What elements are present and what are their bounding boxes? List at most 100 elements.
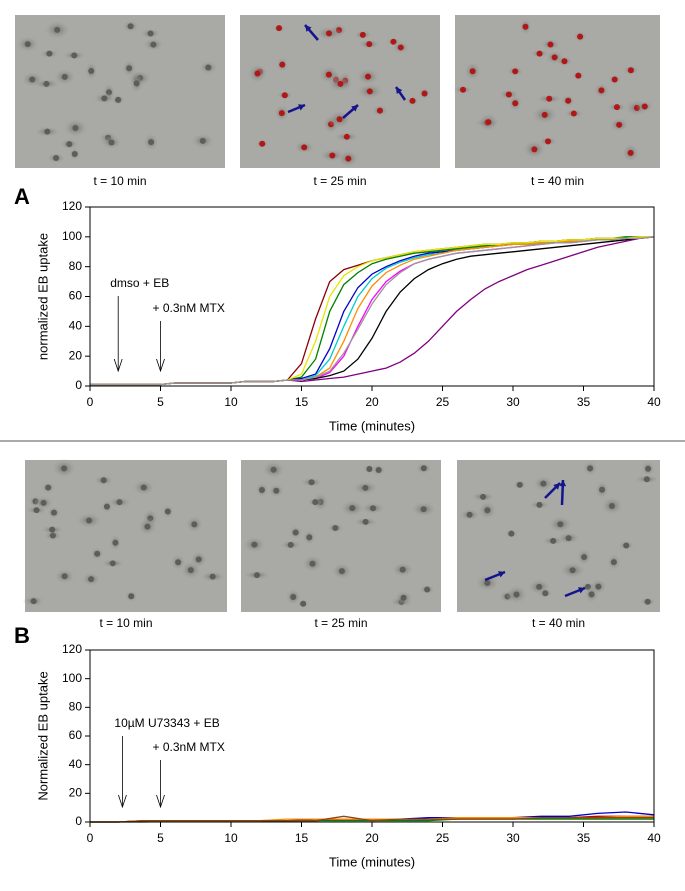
cell-nucleus [46, 50, 53, 57]
cell-nucleus [570, 110, 577, 117]
cell-nucleus [505, 91, 512, 98]
annotation: 10µM U73343 + EB [114, 716, 219, 730]
cell-nucleus [397, 44, 404, 51]
cell-nucleus [469, 68, 476, 75]
cell-nucleus [86, 517, 93, 524]
cell-nucleus [613, 104, 620, 111]
cell-nucleus [616, 121, 623, 128]
cell-nucleus [550, 537, 557, 544]
cell-nucleus [45, 484, 52, 491]
cell-nucleus [366, 88, 373, 95]
cell-nucleus [480, 493, 487, 500]
cell-nucleus [309, 560, 316, 567]
cell-nucleus [542, 590, 549, 597]
x-tick-label: 20 [365, 395, 379, 409]
y-tick-label: 100 [62, 229, 82, 243]
image-caption: t = 40 min [532, 616, 585, 630]
cell-nucleus [175, 559, 182, 566]
data-line [90, 815, 654, 823]
cell-nucleus [281, 92, 288, 99]
image-caption: t = 10 min [99, 616, 152, 630]
y-tick-label: 40 [69, 757, 83, 771]
cell-nucleus [88, 67, 95, 74]
cell-nucleus [279, 61, 286, 68]
cell-nucleus [565, 535, 572, 542]
cell-nucleus [209, 573, 216, 580]
y-tick-label: 20 [69, 348, 83, 362]
cell-nucleus [366, 466, 373, 473]
cell-nucleus [536, 50, 543, 57]
cell-nucleus [627, 149, 634, 156]
cell-nucleus [43, 80, 50, 87]
cell-nucleus [610, 559, 617, 566]
cell-nucleus [644, 598, 651, 605]
cell-nucleus [375, 466, 382, 473]
y-tick-label: 80 [69, 700, 83, 714]
x-tick-label: 10 [224, 395, 238, 409]
cell-nucleus [133, 80, 140, 87]
x-axis-label: Time (minutes) [329, 854, 415, 869]
cell-nucleus [376, 107, 383, 114]
cell-nucleus [513, 591, 520, 598]
annotation: dmso + EB [110, 276, 169, 290]
cell-nucleus [508, 530, 515, 537]
cell-nucleus [287, 541, 294, 548]
cell-nucleus [641, 103, 648, 110]
cell-nucleus [623, 542, 630, 549]
x-tick-label: 35 [577, 831, 591, 845]
cell-nucleus [581, 554, 588, 561]
x-tick-label: 0 [87, 395, 94, 409]
cell-nucleus [199, 137, 206, 144]
arrow-head [553, 483, 560, 490]
cell-nucleus [399, 566, 406, 573]
cell-nucleus [148, 139, 155, 146]
cell-nucleus [150, 41, 157, 48]
cell-nucleus [88, 576, 95, 583]
cell-nucleus [536, 501, 543, 508]
cell-nucleus [643, 476, 650, 483]
cell-nucleus [308, 479, 315, 486]
cell-nucleus [512, 100, 519, 107]
cell-nucleus [362, 484, 369, 491]
image-caption: t = 10 min [93, 174, 146, 188]
cell-nucleus [24, 41, 31, 48]
cell-nucleus [409, 97, 416, 104]
cell-nucleus [545, 138, 552, 145]
arrow-head [305, 25, 312, 32]
cell-nucleus [575, 72, 582, 79]
cell-nucleus [343, 133, 350, 140]
image-caption: t = 25 min [313, 174, 366, 188]
cell-nucleus [53, 155, 60, 162]
cell-nucleus [541, 111, 548, 118]
cell-nucleus [329, 152, 336, 159]
x-tick-label: 35 [577, 395, 591, 409]
cell-nucleus [522, 23, 529, 30]
cell-nucleus [485, 119, 492, 126]
x-tick-label: 0 [87, 831, 94, 845]
cell-nucleus [424, 586, 431, 593]
cell-nucleus [147, 30, 154, 37]
cell-nucleus [127, 23, 134, 30]
cell-nucleus [49, 526, 56, 533]
x-tick-label: 40 [647, 831, 661, 845]
cell-nucleus [645, 465, 652, 472]
x-tick-label: 5 [157, 831, 164, 845]
cell-nucleus [540, 480, 547, 487]
cell-nucleus [421, 90, 428, 97]
cell-nucleus [337, 80, 344, 87]
cell-nucleus [101, 95, 108, 102]
x-tick-label: 25 [436, 831, 450, 845]
cell-nucleus [100, 477, 107, 484]
cell-nucleus [108, 139, 115, 146]
cell-nucleus [140, 484, 147, 491]
micrograph [241, 460, 441, 612]
cell-nucleus [128, 593, 135, 600]
y-tick-label: 60 [69, 728, 83, 742]
x-tick-label: 20 [365, 831, 379, 845]
cell-nucleus [251, 541, 258, 548]
cell-nucleus [531, 146, 538, 153]
cell-nucleus [577, 33, 584, 40]
cell-nucleus [164, 508, 171, 515]
y-tick-label: 40 [69, 319, 83, 333]
